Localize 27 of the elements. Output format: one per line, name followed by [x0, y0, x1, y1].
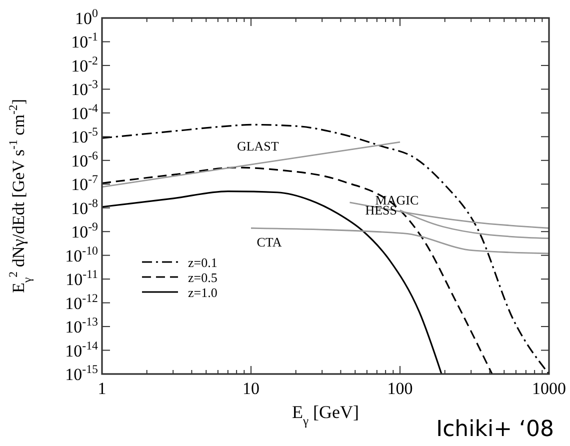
y-tick-label: 10$^{-7}$	[71, 172, 98, 194]
y-tick-label: 10$^{-12}$	[65, 290, 98, 313]
y-tick-label: 10$^{-6}$	[71, 148, 98, 170]
x-axis-title: E$_{γ}$ [GeV]	[292, 402, 360, 428]
y-tick-label: 10$^{-4}$	[71, 100, 98, 123]
legend-label: z=0.1	[188, 255, 218, 270]
series-label: GLAST	[236, 138, 279, 154]
y-tick-label: 10$^{-9}$	[71, 220, 98, 242]
legend-label: z=0.5	[188, 270, 218, 285]
y-tick-label: 10$^{-13}$	[65, 314, 98, 337]
y-tick-label: 10$^{-14}$	[65, 338, 98, 360]
legend-label: z=1.0	[188, 285, 218, 300]
y-tick-label: 10$^{0}$	[75, 6, 98, 28]
y-tick-label: 10$^{-1}$	[71, 30, 98, 52]
series-label: CTA	[256, 234, 282, 250]
x-tick-label: 100	[387, 379, 413, 398]
x-tick-label: 1000	[532, 379, 566, 398]
y-tick-label: 10$^{-3}$	[71, 77, 98, 100]
y-tick-label: 10$^{-8}$	[71, 196, 98, 218]
text: Ichiki+ ‘08	[436, 417, 554, 442]
x-tick-label: 1	[98, 379, 106, 398]
y-tick-label: 10$^{-2}$	[71, 53, 98, 76]
y-tick-label: 10$^{-15}$	[65, 362, 98, 384]
y-tick-label: 10$^{-11}$	[66, 267, 98, 290]
y-tick-label: 10$^{-5}$	[71, 124, 98, 147]
x-tick-label: 10	[242, 379, 260, 398]
y-tick-label: 10$^{-10}$	[65, 243, 98, 266]
